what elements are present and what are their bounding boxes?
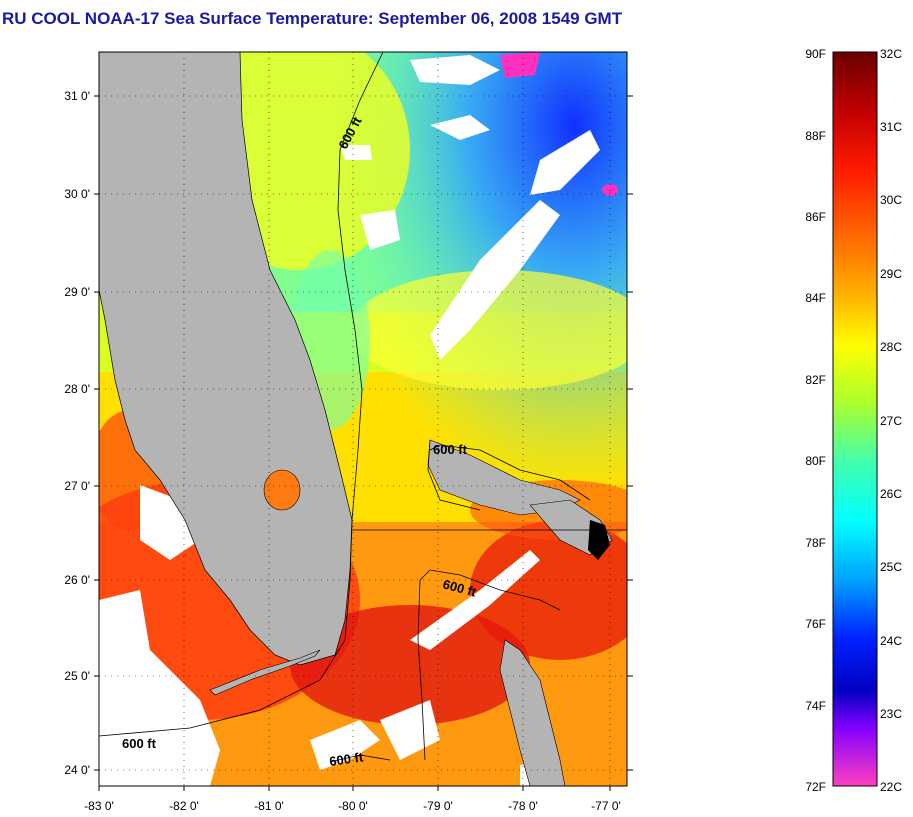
lat-label: 24 0' [64, 763, 90, 777]
andros [499, 639, 566, 786]
lat-label: 26 0' [64, 573, 90, 587]
colorbar-c-label: 23C [880, 707, 902, 721]
colorbar-c-label: 32C [880, 47, 902, 61]
lon-label: -81 0' [254, 799, 284, 813]
colorbar-f-label: 82F [805, 373, 826, 387]
lat-label: 29 0' [64, 285, 90, 299]
colorbar-c-label: 28C [880, 340, 902, 354]
colorbar: 90F 88F 86F 84F 82F 80F 78F 76F 74F 72F … [805, 47, 902, 794]
lon-label: -78 0' [508, 799, 538, 813]
isobath-label: 600 ft [433, 442, 468, 457]
colorbar-f-label: 76F [805, 617, 826, 631]
colorbar-c-label: 24C [880, 634, 902, 648]
graticule [99, 52, 627, 786]
lon-label: -82 0' [169, 799, 199, 813]
isobath-label: 600 ft [122, 736, 157, 751]
colorbar-c-label: 22C [880, 780, 902, 794]
lat-label: 25 0' [64, 669, 90, 683]
colorbar-c-label: 29C [880, 267, 902, 281]
lon-label: -77 0' [591, 799, 621, 813]
florida-land [99, 52, 353, 666]
lake-okeechobee [263, 469, 301, 511]
lon-label: -83 0' [84, 799, 114, 813]
colorbar-f-label: 84F [805, 291, 826, 305]
colorbar-c-label: 26C [880, 487, 902, 501]
colorbar-f-label: 72F [805, 780, 826, 794]
colorbar-c-label: 30C [880, 193, 902, 207]
lon-label: -80 0' [338, 799, 368, 813]
map-frame [98, 51, 628, 787]
sst-field [99, 52, 627, 786]
colorbar-f-label: 90F [805, 47, 826, 61]
isobath-label: 600 ft [328, 749, 364, 769]
colorbar-c-label: 27C [880, 414, 902, 428]
lat-label: 28 0' [64, 382, 90, 396]
lat-label: 30 0' [64, 187, 90, 201]
colorbar-c-label: 31C [880, 120, 902, 134]
colorbar-f-label: 88F [805, 129, 826, 143]
lat-label: 27 0' [64, 479, 90, 493]
colorbar-scale [832, 51, 878, 787]
colorbar-c-label: 25C [880, 560, 902, 574]
isobath-600ft [99, 52, 591, 763]
colorbar-f-label: 80F [805, 454, 826, 468]
lon-label: -79 0' [423, 799, 453, 813]
colorbar-f-label: 86F [805, 210, 826, 224]
colorbar-f-label: 74F [805, 699, 826, 713]
axis-ticks [94, 95, 633, 791]
lat-label: 31 0' [64, 89, 90, 103]
map-title: RU COOL NOAA-17 Sea Surface Temperature:… [2, 9, 623, 28]
colorbar-f-label: 78F [805, 536, 826, 550]
